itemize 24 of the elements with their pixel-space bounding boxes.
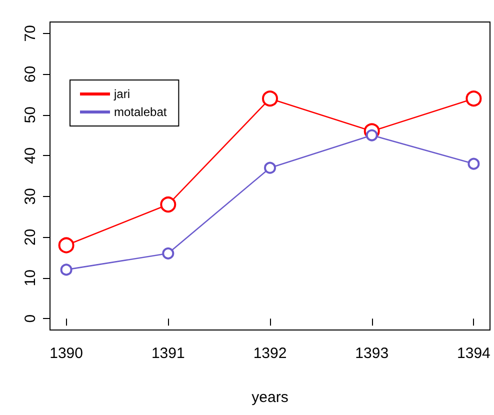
y-tick-label: 30 [22,188,39,205]
x-tick-label: 1391 [151,345,185,362]
point [466,90,482,107]
y-tick-label: 10 [22,270,39,286]
y-tick-label: 60 [22,66,39,82]
y-tick-label: 40 [22,147,39,164]
y-tick-label: 70 [22,25,39,42]
x-tick-label: 1394 [457,345,490,362]
x-axis-title: years [252,389,288,406]
point [262,90,278,107]
legend-label: motalebat [114,105,168,119]
point [58,237,74,254]
point [264,162,276,174]
y-tick-label: 20 [22,228,39,246]
point [162,247,174,260]
y-tick-label: 50 [22,106,39,124]
x-tick-label: 1392 [253,345,287,362]
x-tick-label: 1390 [50,345,83,362]
point [160,196,176,213]
point [60,264,72,276]
x-tick-label: 1393 [355,345,389,362]
y-tick-label: 0 [22,314,39,323]
legend-label: jari [113,87,130,101]
point [468,158,480,170]
